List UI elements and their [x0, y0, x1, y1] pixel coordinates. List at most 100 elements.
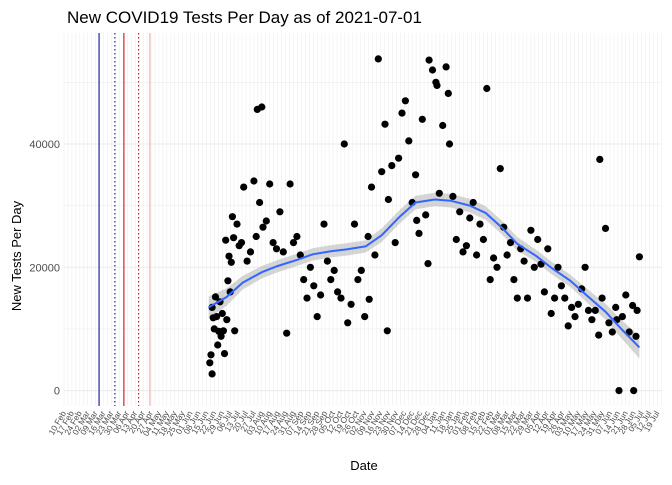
data-point — [596, 155, 604, 163]
data-point — [537, 260, 545, 268]
data-point — [422, 211, 430, 219]
data-point — [540, 288, 549, 296]
data-point — [213, 313, 221, 321]
data-point — [218, 309, 226, 318]
data-point — [490, 254, 498, 262]
data-point — [310, 282, 318, 290]
data-point — [513, 294, 521, 302]
data-point — [413, 216, 421, 224]
data-point — [334, 288, 342, 296]
y-tick-label: 40000 — [29, 139, 60, 151]
data-point — [595, 331, 603, 339]
data-point — [632, 332, 640, 340]
y-tick-labels: 0 20000 40000 — [29, 139, 60, 398]
data-point — [317, 291, 325, 299]
y-tick-label: 0 — [54, 386, 60, 398]
data-point — [598, 294, 606, 302]
data-point — [551, 294, 559, 302]
data-point — [554, 263, 562, 271]
data-point — [223, 316, 231, 324]
data-point — [226, 288, 234, 296]
data-point — [272, 245, 281, 253]
data-point — [523, 294, 532, 302]
data-point — [466, 214, 474, 222]
data-point — [231, 327, 239, 335]
data-point — [544, 245, 552, 253]
data-point — [217, 332, 225, 340]
data-point — [633, 306, 641, 314]
data-point — [449, 192, 457, 200]
data-point — [344, 319, 352, 327]
data-point — [425, 56, 433, 64]
data-point — [483, 84, 491, 93]
x-axis-title: Date — [350, 458, 377, 473]
data-point — [412, 171, 420, 179]
data-point — [286, 180, 294, 188]
data-point — [300, 276, 308, 284]
data-point — [612, 303, 620, 311]
data-point — [361, 313, 369, 321]
data-point — [428, 66, 437, 74]
data-point — [433, 81, 441, 89]
data-point — [246, 248, 255, 256]
reference-lines — [98, 33, 151, 406]
y-axis-title: New Tests Per Day — [9, 200, 24, 311]
data-point — [225, 252, 233, 260]
data-point — [591, 306, 599, 314]
data-point — [557, 282, 566, 290]
data-point — [571, 313, 579, 321]
data-point — [228, 213, 236, 221]
data-point — [527, 226, 535, 234]
data-point — [327, 276, 335, 284]
data-point — [222, 236, 230, 244]
data-point — [564, 322, 572, 330]
data-point — [405, 137, 413, 145]
data-point — [350, 220, 359, 228]
data-point — [503, 251, 511, 259]
grid-lines — [63, 33, 662, 406]
data-point — [383, 327, 391, 335]
data-point — [584, 306, 593, 314]
data-point — [534, 235, 542, 244]
data-point — [252, 232, 260, 241]
data-point — [293, 232, 301, 241]
data-point — [306, 263, 314, 271]
smooth-line — [208, 198, 641, 349]
data-point — [330, 266, 338, 274]
data-point — [442, 63, 450, 71]
data-point — [259, 223, 267, 231]
data-point — [357, 266, 365, 274]
data-point — [378, 168, 386, 176]
data-point — [401, 97, 409, 105]
data-point — [530, 263, 538, 271]
data-point — [568, 303, 576, 311]
data-point — [547, 309, 555, 318]
data-point — [459, 248, 467, 256]
data-point — [323, 257, 331, 265]
data-point — [365, 295, 373, 303]
data-point — [615, 387, 623, 395]
data-point — [320, 220, 328, 228]
data-point — [435, 189, 443, 197]
data-point — [476, 220, 484, 228]
data-point — [605, 319, 613, 327]
data-point — [224, 277, 232, 285]
data-point — [296, 251, 304, 259]
data-point — [250, 177, 258, 185]
data-point — [520, 257, 528, 265]
data-point — [510, 276, 518, 284]
y-tick-label: 20000 — [29, 262, 60, 274]
data-point — [233, 220, 241, 228]
data-point — [630, 387, 638, 395]
data-point — [206, 359, 214, 367]
data-point — [219, 327, 227, 335]
data-point — [395, 154, 403, 162]
data-point — [574, 300, 582, 308]
data-point — [354, 276, 362, 284]
data-point — [444, 89, 452, 97]
data-point — [581, 263, 589, 271]
chart-title: New COVID19 Tests Per Day as of 2021-07-… — [67, 8, 422, 27]
data-point — [601, 224, 610, 232]
